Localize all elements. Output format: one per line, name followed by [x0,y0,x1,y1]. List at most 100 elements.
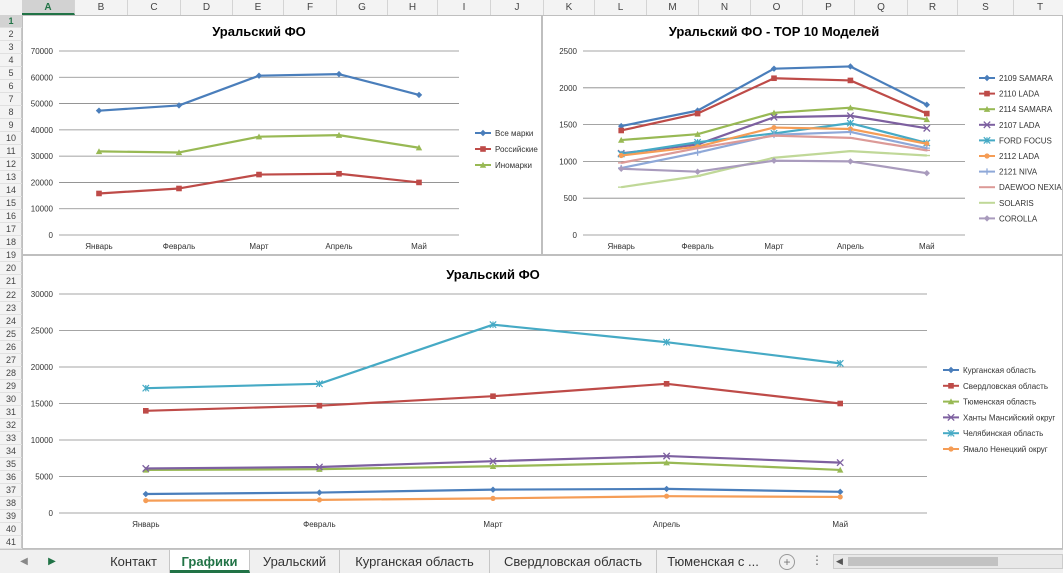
legend-key-marker[interactable] [983,121,991,129]
legend-key-marker[interactable] [983,136,991,145]
series-3[interactable] [95,131,423,156]
row-header-22[interactable]: 22 [0,289,22,302]
data-point[interactable] [316,466,323,472]
data-point[interactable] [771,75,777,82]
column-header-t[interactable]: T [1014,0,1063,15]
data-point[interactable] [415,91,423,99]
data-point[interactable] [143,408,149,414]
row-header-36[interactable]: 36 [0,471,22,484]
row-header-9[interactable]: 9 [0,119,22,133]
legend-key-marker[interactable] [983,215,991,222]
row-header-24[interactable]: 24 [0,315,22,328]
column-header-i[interactable]: I [438,0,491,15]
data-point[interactable] [770,65,778,72]
series-line[interactable] [621,149,927,189]
row-header-32[interactable]: 32 [0,419,22,432]
series-line[interactable] [98,73,420,112]
data-point[interactable] [847,104,854,111]
series-line[interactable] [145,323,841,390]
column-header-d[interactable]: D [181,0,233,15]
data-point[interactable] [662,338,671,346]
column-header-q[interactable]: Q [855,0,908,15]
column-header-n[interactable]: N [699,0,751,15]
tab-kontakt[interactable]: Контакт [98,550,170,573]
row-header-13[interactable]: 13 [0,171,22,185]
legend-key-marker[interactable] [983,74,991,82]
row-header-40[interactable]: 40 [0,523,22,536]
data-point[interactable] [924,110,930,117]
series-1[interactable] [142,485,844,498]
column-header-p[interactable]: P [803,0,855,15]
data-point[interactable] [924,141,930,147]
data-point[interactable] [142,384,150,392]
plus-circle-icon[interactable]: + [779,554,795,570]
data-point[interactable] [142,464,150,473]
scroll-thumb[interactable] [848,557,998,566]
triangle-left-icon[interactable]: ◀ [20,556,28,567]
data-point[interactable] [315,463,324,471]
legend-key-marker[interactable] [947,366,955,374]
row-header-35[interactable]: 35 [0,458,22,471]
data-point[interactable] [142,490,149,498]
row-header-30[interactable]: 30 [0,393,22,406]
data-point[interactable] [847,158,854,165]
data-point[interactable] [176,185,182,192]
data-point[interactable] [694,110,701,117]
row-header-20[interactable]: 20 [0,262,22,276]
data-point[interactable] [315,380,324,388]
column-header-b[interactable]: B [75,0,128,15]
data-point[interactable] [694,149,701,156]
data-point[interactable] [694,130,701,137]
legend-key-marker[interactable] [947,398,955,405]
tab-kurganskaya[interactable]: Курганская область [340,550,490,573]
data-point[interactable] [143,497,149,504]
worksheet-grid[interactable]: Уральский ФО 0 10000 20000 30000 40000 50000 60… [22,15,1063,549]
data-point[interactable] [175,102,183,109]
series-2[interactable] [618,75,930,134]
row-header-19[interactable]: 19 [0,249,22,263]
data-point[interactable] [416,179,422,186]
vertical-dots-icon[interactable]: ⋮ [811,553,823,567]
data-point[interactable] [490,393,496,399]
legend-key-marker[interactable] [480,146,486,152]
row-header-17[interactable]: 17 [0,223,22,237]
data-point[interactable] [316,497,322,503]
column-header-r[interactable]: R [908,0,958,15]
row-header-7[interactable]: 7 [0,93,22,107]
data-point[interactable] [256,171,262,178]
row-header-41[interactable]: 41 [0,536,22,549]
tab-uralskiy[interactable]: Уральский [250,550,340,573]
series-8[interactable] [618,134,930,164]
data-point[interactable] [846,119,855,127]
row-header-1[interactable]: 1 [0,15,22,29]
legend-key-marker[interactable] [983,106,991,112]
data-point[interactable] [142,466,149,473]
series-2[interactable] [96,170,422,197]
row-header-34[interactable]: 34 [0,445,22,458]
row-header-16[interactable]: 16 [0,210,22,224]
data-point[interactable] [770,109,778,116]
row-header-28[interactable]: 28 [0,367,22,380]
legend-key-marker[interactable] [983,168,991,175]
data-point[interactable] [923,116,930,123]
data-point[interactable] [489,486,497,493]
series-1[interactable] [618,63,930,130]
data-point[interactable] [847,128,854,136]
data-point[interactable] [771,124,777,131]
tab-sverdlovskaya[interactable]: Свердловская область [490,550,657,573]
data-point[interactable] [770,157,778,164]
row-header-6[interactable]: 6 [0,80,22,94]
column-header-s[interactable]: S [958,0,1014,15]
data-point[interactable] [847,63,854,70]
series-3[interactable] [618,104,930,143]
tab-tyumenskaya[interactable]: Тюменская с ... [667,554,759,569]
row-header-27[interactable]: 27 [0,354,22,367]
data-point[interactable] [846,112,855,120]
column-header-l[interactable]: L [595,0,647,15]
triangle-right-icon[interactable]: ▶ [48,556,56,567]
data-point[interactable] [415,144,423,151]
data-point[interactable] [95,148,103,155]
data-point[interactable] [490,495,496,501]
row-header-12[interactable]: 12 [0,158,22,172]
column-header-o[interactable]: O [751,0,803,15]
